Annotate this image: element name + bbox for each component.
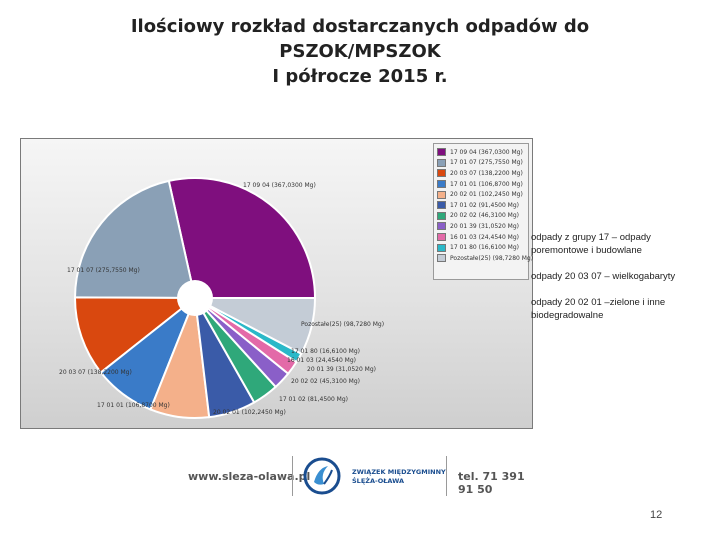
legend-label: 20 02 01 (102,2450 Mg)	[450, 191, 523, 199]
legend-swatch	[437, 180, 446, 189]
legend-item: 20 03 07 (138,2200 Mg)	[437, 168, 525, 179]
slice-data-label: 17 09 04 (367,0300 Mg)	[243, 182, 316, 189]
slice-data-label: 20 01 39 (31,0520 Mg)	[307, 366, 376, 373]
pie-slice	[74, 296, 198, 374]
organization-logo-icon	[302, 454, 342, 498]
title-line-2: PSZOK/MPSZOK	[279, 41, 441, 62]
organization-name-line-1: ZWIĄZEK MIĘDZYGMINNY	[352, 468, 446, 476]
slide-title: Ilościowy rozkład dostarczanych odpadów …	[100, 14, 620, 89]
title-line-1: Ilościowy rozkład dostarczanych odpadów …	[130, 16, 590, 37]
legend-label: 17 01 01 (106,8700 Mg)	[450, 180, 523, 188]
legend-item: 20 02 02 (46,3100 Mg)	[437, 211, 525, 222]
legend-item: 17 01 02 (91,4500 Mg)	[437, 200, 525, 211]
pie-slice	[167, 177, 317, 299]
slice-data-label: 16 01 03 (24,4540 Mg)	[287, 357, 356, 364]
note-group-17: odpady z grupy 17 – odpady poremontowe i…	[531, 232, 651, 256]
pie-chart-frame: 17 09 04 (367,0300 Mg) 17 01 07 (275,7550…	[20, 138, 533, 429]
pie-center	[177, 280, 213, 316]
slice-data-label: 20 02 02 (45,3100 Mg)	[291, 378, 360, 385]
legend-swatch	[437, 211, 446, 220]
legend-item: 20 02 01 (102,2450 Mg)	[437, 189, 525, 200]
footer-divider	[446, 456, 447, 496]
organization-name-line-2: ŚLĘŻA-OŁAWA	[352, 477, 405, 485]
slice-data-label: Pozostałe(25) (98,7280 Mg)	[301, 321, 384, 328]
slice-data-label: 17 01 01 (106,8700 Mg)	[97, 402, 170, 409]
legend-swatch	[437, 254, 446, 263]
organization-name: ZWIĄZEK MIĘDZYGMINNY ŚLĘŻA-OŁAWA	[352, 468, 446, 486]
legend-swatch	[437, 169, 446, 178]
legend-item: 16 01 03 (24,4540 Mg)	[437, 232, 525, 243]
legend-swatch	[437, 148, 446, 157]
slice-data-label: 17 01 07 (275,7550 Mg)	[67, 267, 140, 274]
phone-number: tel. 71 391 91 50	[458, 470, 525, 496]
pie-slice	[194, 297, 317, 355]
legend-label: 17 01 02 (91,4500 Mg)	[450, 201, 520, 209]
title-line-3: I półrocze 2015 r.	[272, 66, 448, 87]
slice-data-label: 20 03 07 (138,2200 Mg)	[59, 369, 132, 376]
legend-label: Pozostałe(25) (98,7280 Mg)	[450, 254, 534, 262]
slice-data-label: 17 01 80 (16,6100 Mg)	[291, 348, 360, 355]
legend-label: 17 09 04 (367,0300 Mg)	[450, 148, 523, 156]
legend-swatch	[437, 243, 446, 252]
legend-swatch	[437, 233, 446, 242]
pie-chart: 17 09 04 (367,0300 Mg) 17 01 07 (275,7550…	[59, 177, 384, 419]
legend-item: 17 01 01 (106,8700 Mg)	[437, 179, 525, 190]
legend-swatch	[437, 201, 446, 210]
note-bulky-waste: odpady 20 03 07 – wielkogabaryty	[531, 271, 676, 282]
legend-label: 20 02 02 (46,3100 Mg)	[450, 212, 520, 220]
website-link[interactable]: www.sleza-olawa.pl	[188, 470, 311, 483]
pie-slice	[73, 179, 197, 300]
legend-item: Pozostałe(25) (98,7280 Mg)	[437, 253, 533, 264]
legend-item: 17 01 80 (16,6100 Mg)	[437, 242, 525, 253]
note-green-waste: odpady 20 02 01 –zielone i inne biodegra…	[531, 297, 666, 321]
legend-label: 16 01 03 (24,4540 Mg)	[450, 233, 520, 241]
page-number: 12	[650, 509, 663, 521]
chart-legend: 17 09 04 (367,0300 Mg) 17 01 07 (275,7550…	[433, 143, 533, 280]
slice-data-label: 20 02 01 (102,2450 Mg)	[213, 409, 286, 416]
legend-label: 20 01 39 (31,0520 Mg)	[450, 222, 520, 230]
legend-label: 17 01 80 (16,6100 Mg)	[450, 244, 520, 252]
legend-label: 20 03 07 (138,2200 Mg)	[450, 169, 523, 177]
legend-item: 20 01 39 (31,0520 Mg)	[437, 221, 525, 232]
legend-swatch	[437, 158, 446, 167]
footer-divider	[292, 456, 293, 496]
legend-item: 17 01 07 (275,7550 Mg)	[437, 158, 525, 169]
footer: www.sleza-olawa.pl ZWIĄZEK MIĘDZYGMINNY …	[180, 452, 540, 502]
slice-data-label: 17 01 02 (81,4500 Mg)	[279, 396, 348, 403]
legend-swatch	[437, 222, 446, 231]
legend-swatch	[437, 190, 446, 199]
legend-label: 17 01 07 (275,7550 Mg)	[450, 159, 523, 167]
notes: odpady z grupy 17 – odpady poremontowe i…	[531, 231, 711, 335]
legend-item: 17 09 04 (367,0300 Mg)	[437, 147, 525, 158]
